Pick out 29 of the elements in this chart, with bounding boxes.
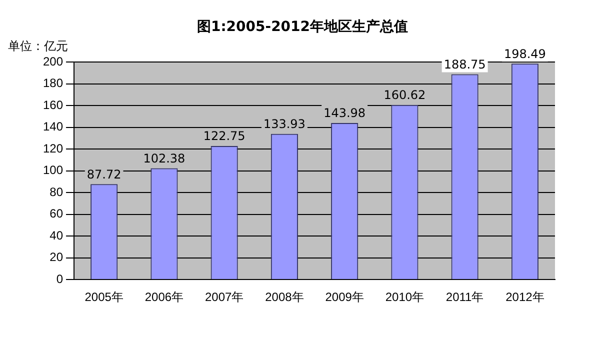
x-tick-label: 2012年 xyxy=(506,290,544,304)
x-tick-label: 2010年 xyxy=(385,290,424,304)
x-tick-label: 2008年 xyxy=(265,290,304,304)
y-tick-label: 0 xyxy=(56,272,64,286)
x-tick-label: 2007年 xyxy=(204,290,244,304)
data-label: 102.38 xyxy=(143,151,186,166)
y-tick-label: 200 xyxy=(42,54,64,68)
y-tick-label: 120 xyxy=(42,141,64,156)
data-label: 143.98 xyxy=(324,106,366,120)
data-label: 122.75 xyxy=(203,129,246,144)
y-tick-label: 80 xyxy=(50,184,64,199)
x-tick-label: 2006年 xyxy=(144,290,184,304)
data-label: 87.72 xyxy=(86,167,122,182)
x-tick-label: 2005年 xyxy=(84,290,124,304)
y-tick-label: 180 xyxy=(42,76,64,90)
x-tick-label: 2009年 xyxy=(325,290,364,304)
chart-title: 图1:2005-2012年地区生产总值 xyxy=(196,18,410,36)
data-label: 188.75 xyxy=(444,57,486,72)
y-tick-label: 140 xyxy=(42,120,64,134)
y-tick-label: 60 xyxy=(50,206,64,221)
y-tick-label: 160 xyxy=(42,98,64,112)
y-tick-label: 100 xyxy=(42,163,64,178)
x-tick-label: 2011年 xyxy=(446,290,484,304)
y-tick-label: 20 xyxy=(50,250,64,264)
data-label: 198.49 xyxy=(504,46,546,61)
data-label: 133.93 xyxy=(263,117,306,132)
data-label: 160.62 xyxy=(384,88,426,102)
y-tick-label: 40 xyxy=(50,228,64,242)
y-axis-title: 单位：亿元 xyxy=(8,38,68,55)
